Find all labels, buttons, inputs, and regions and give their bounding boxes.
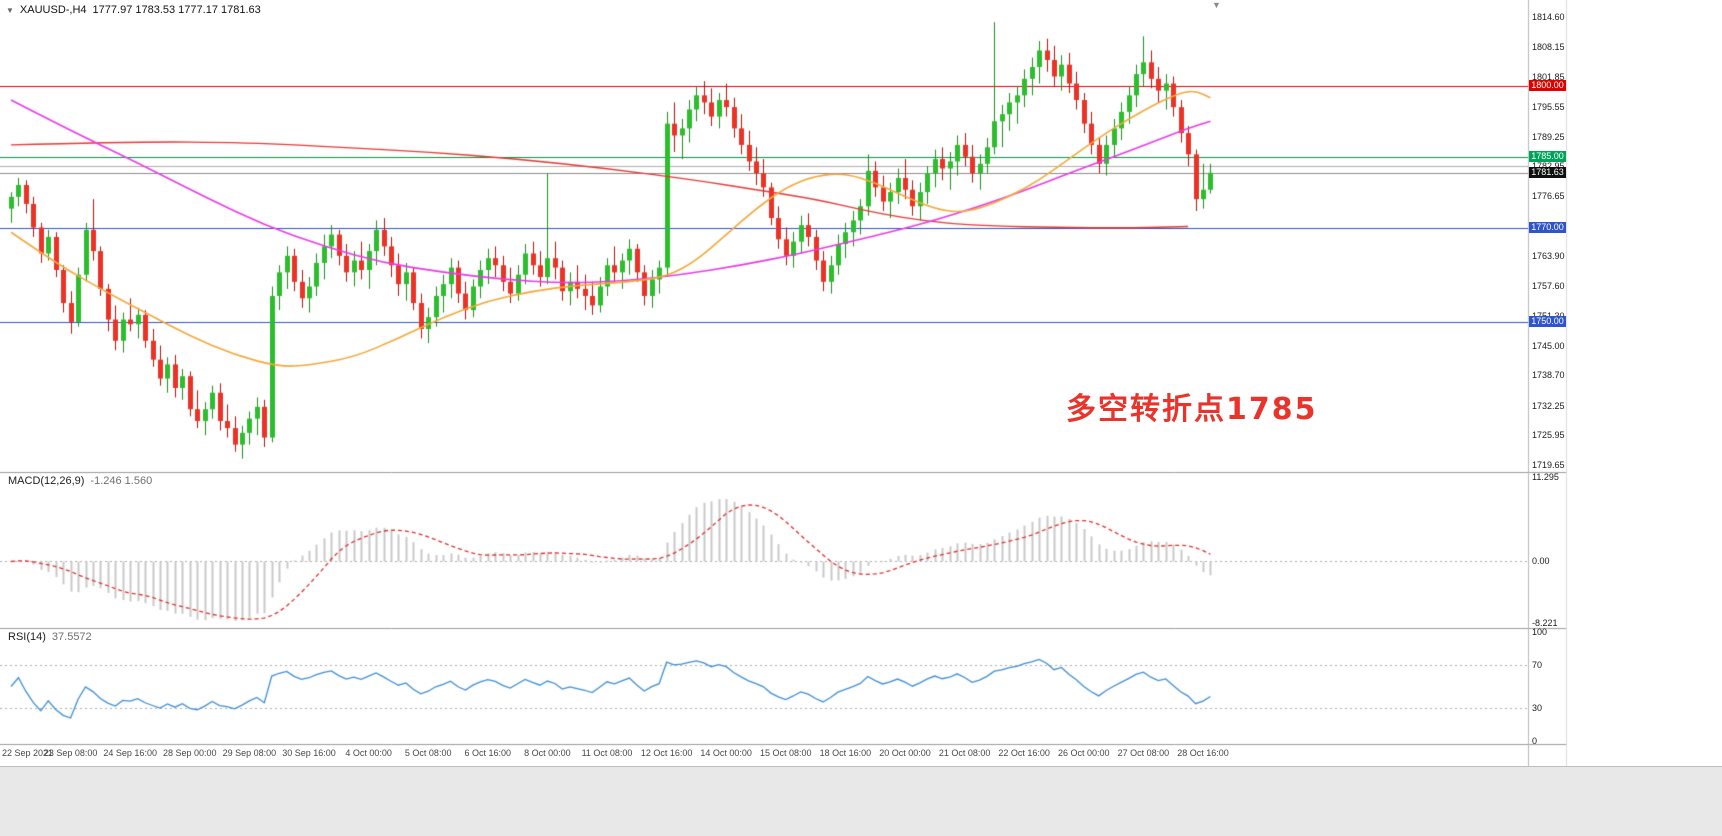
price-tick: 1808.15 (1532, 42, 1565, 53)
chart-title: ▼ XAUUSD-,H4 1777.97 1783.53 1777.17 178… (6, 4, 261, 16)
price-tick: 1757.60 (1532, 281, 1565, 292)
time-axis[interactable]: 22 Sep 2021 23 Sep 08:00 24 Sep 16:00 28 Se… (0, 744, 1567, 766)
rsi-tick: 0 (1532, 736, 1538, 746)
time-tick-label: 30 Sep 16:00 (282, 748, 336, 758)
time-tick-label: 22 Sep 2021 (2, 748, 54, 758)
rsi-indicator-name: RSI(14) (8, 631, 46, 643)
chart-annotation-text[interactable]: 多空转折点1785 (1066, 392, 1318, 427)
price-tick: 1782.95 (1532, 161, 1565, 171)
time-tick-label: 29 Sep 08:00 (222, 748, 277, 758)
price-tick: 1776.65 (1532, 191, 1565, 202)
symbol-period-label: XAUUSD-,H4 (19, 4, 87, 16)
price-tick: 1795.55 (1532, 101, 1565, 112)
time-tick-label: 15 Oct 08:00 (760, 748, 812, 758)
time-tick-label: 8 Oct 00:00 (524, 748, 571, 758)
time-tick-label: 24 Sep 16:00 (103, 748, 157, 758)
price-tick: 1745.00 (1532, 340, 1565, 351)
rsi-tick: 70 (1532, 659, 1543, 670)
macd-indicator-values: -1.246 1.560 (90, 475, 153, 487)
time-tick-label: 4 Oct 00:00 (345, 748, 392, 758)
time-tick-label: 28 Oct 16:00 (1177, 748, 1229, 758)
symbol-dropdown-icon[interactable]: ▼ (6, 5, 14, 15)
time-tick-label: 28 Sep 00:00 (163, 748, 217, 758)
time-tick-label: 26 Oct 00:00 (1058, 748, 1110, 758)
price-tick: 1725.95 (1532, 430, 1565, 441)
time-tick-label: 18 Oct 16:00 (819, 748, 872, 758)
price-tick: 1801.85 (1532, 72, 1565, 83)
macd-panel-label: MACD(12,26,9) -1.246 1.560 (8, 475, 152, 487)
time-tick-label: 21 Oct 08:00 (938, 748, 991, 758)
current-price-label: 1781.63 (1529, 167, 1566, 179)
time-tick-label: 12 Oct 16:00 (640, 748, 693, 758)
time-tick-label: 23 Sep 08:00 (43, 748, 98, 758)
price-tick: 1789.25 (1532, 131, 1565, 142)
time-tick-label: 20 Oct 00:00 (879, 748, 931, 758)
time-tick-label: 5 Oct 08:00 (404, 748, 452, 758)
price-tick: 1763.90 (1532, 251, 1565, 262)
time-tick-label: 22 Oct 16:00 (998, 748, 1050, 758)
time-tick-label: 6 Oct 16:00 (464, 748, 512, 758)
macd-tick: 11.295 (1532, 472, 1559, 482)
chart-shift-icon[interactable]: ▼ (1212, 0, 1221, 10)
time-tick-label: 27 Oct 08:00 (1117, 748, 1170, 758)
time-tick-label: 11 Oct 08:00 (581, 748, 633, 758)
rsi-tick: 30 (1532, 703, 1543, 714)
macd-indicator-name: MACD(12,26,9) (8, 475, 85, 487)
price-tick: 1738.70 (1532, 370, 1565, 381)
time-tick-label: 14 Oct 00:00 (700, 748, 752, 758)
bottom-strip (0, 766, 1722, 836)
ohlc-values: 1777.97 1783.53 1777.17 1781.63 (92, 4, 261, 16)
rsi-indicator-value: 37.5572 (51, 631, 92, 643)
rsi-tick: 100 (1532, 627, 1548, 637)
price-line-label[interactable]: 1770.00 (1529, 222, 1566, 233)
price-scale[interactable]: 1814.60 1808.15 1801.85 1795.55 1789.25 1782.… (1528, 0, 1722, 766)
macd-tick: -8.221 (1532, 618, 1558, 628)
price-tick: 1814.60 (1532, 12, 1565, 22)
rsi-panel-label: RSI(14) 37.5572 (8, 631, 92, 643)
price-tick: 1732.25 (1532, 400, 1565, 411)
price-line-label[interactable]: 1750.00 (1529, 316, 1566, 328)
price-tick: 1719.65 (1532, 460, 1565, 471)
price-tick: 1751.30 (1532, 311, 1565, 321)
macd-tick: 0.00 (1532, 556, 1550, 567)
price-line-label[interactable]: 1800.00 (1529, 80, 1566, 92)
price-line-label[interactable]: 1785.00 (1529, 151, 1566, 163)
